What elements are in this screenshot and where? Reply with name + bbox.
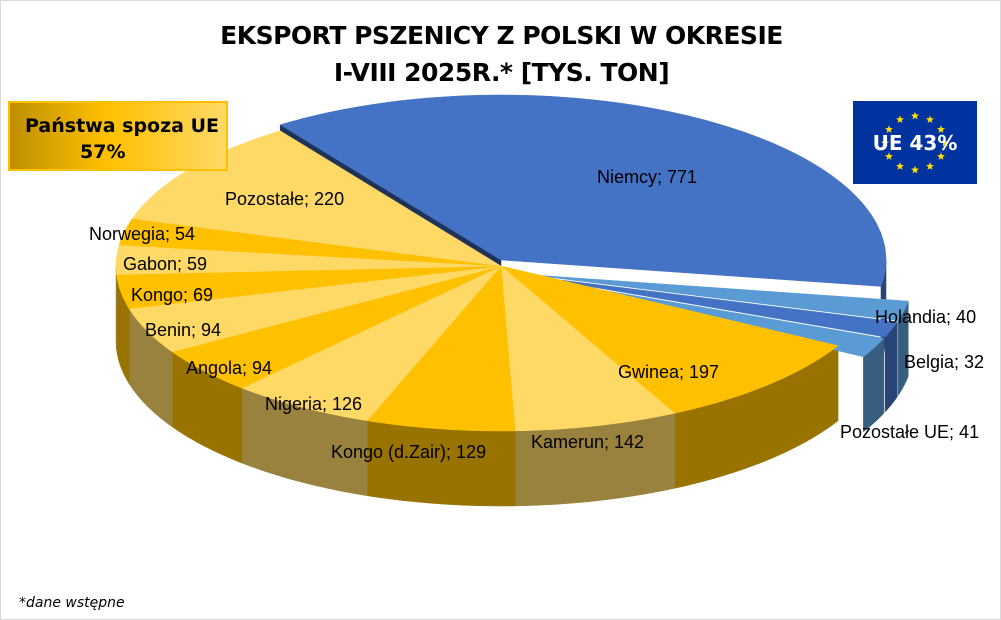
data-label: Pozostałe; 220 bbox=[225, 189, 345, 209]
eu-star-icon bbox=[885, 125, 893, 133]
pie-slice-gwinea bbox=[500, 265, 839, 414]
eu-star-icon bbox=[937, 125, 945, 133]
eu-star-icon bbox=[896, 162, 904, 170]
data-label: Gabon; 59 bbox=[123, 254, 208, 274]
data-label: Belgia; 32 bbox=[904, 352, 985, 372]
data-label: Kamerun; 142 bbox=[531, 432, 645, 452]
pie-slice-kongo-d-zair- bbox=[366, 265, 516, 432]
eu-star-icon bbox=[881, 138, 889, 147]
pie-slice-angola bbox=[171, 265, 502, 389]
data-label: Kongo; 69 bbox=[131, 285, 214, 305]
pie-slice-benin bbox=[128, 265, 502, 353]
data-label: Pozostałe UE; 41 bbox=[840, 422, 980, 442]
eu-flag-box: UE 43% bbox=[853, 101, 977, 184]
data-label: Holandia; 40 bbox=[875, 307, 977, 327]
pie-slice-gabon bbox=[115, 244, 502, 275]
eu-stars-icon bbox=[881, 111, 949, 174]
pie-slice-side-belgia bbox=[884, 321, 898, 413]
data-label: Niemcy; 771 bbox=[597, 167, 698, 187]
data-label: Benin; 94 bbox=[145, 320, 222, 340]
non-eu-percent: 57% bbox=[80, 141, 126, 163]
data-label: Nigeria; 126 bbox=[265, 394, 363, 414]
eu-star-icon bbox=[941, 138, 949, 147]
pie-slice-side-kongo-d-zair- bbox=[366, 420, 516, 507]
pie-slice-kongo bbox=[116, 265, 502, 309]
eu-label: UE 43% bbox=[872, 131, 958, 155]
data-label: Norwegia; 54 bbox=[89, 224, 196, 244]
eu-star-icon bbox=[926, 115, 934, 123]
data-label: Gwinea; 197 bbox=[618, 362, 720, 382]
eu-star-icon bbox=[911, 111, 919, 120]
title-line-1: EKSPORT PSZENICY Z POLSKI W OKRESIE bbox=[220, 21, 783, 50]
eu-star-icon bbox=[896, 115, 904, 123]
eu-star-icon bbox=[911, 165, 919, 174]
eu-star-icon bbox=[885, 152, 893, 160]
pie-slice-kamerun bbox=[500, 265, 676, 432]
pie-slice-belgia bbox=[527, 275, 898, 338]
pie-slice-niemcy bbox=[279, 94, 887, 287]
non-eu-label: Państwa spoza UE bbox=[25, 115, 220, 137]
eu-star-icon bbox=[937, 152, 945, 160]
chart-title: EKSPORT PSZENICY Z POLSKI W OKRESIE I-VI… bbox=[1, 17, 1000, 91]
footnote: *dane wstępne bbox=[19, 595, 125, 611]
pie-slice-side-gabon bbox=[115, 265, 117, 350]
data-label: Angola; 94 bbox=[186, 358, 273, 378]
eu-star-icon bbox=[926, 162, 934, 170]
pie-slice-norwegia bbox=[118, 218, 502, 267]
pie-slice-nigeria bbox=[241, 265, 502, 421]
pie-slice-holandia bbox=[528, 274, 909, 321]
title-line-2: I-VIII 2025R.* [TYS. TON] bbox=[333, 58, 670, 87]
data-label: Kongo (d.Zair); 129 bbox=[331, 442, 487, 462]
non-eu-summary-box: Państwa spoza UE 57% bbox=[8, 101, 228, 171]
